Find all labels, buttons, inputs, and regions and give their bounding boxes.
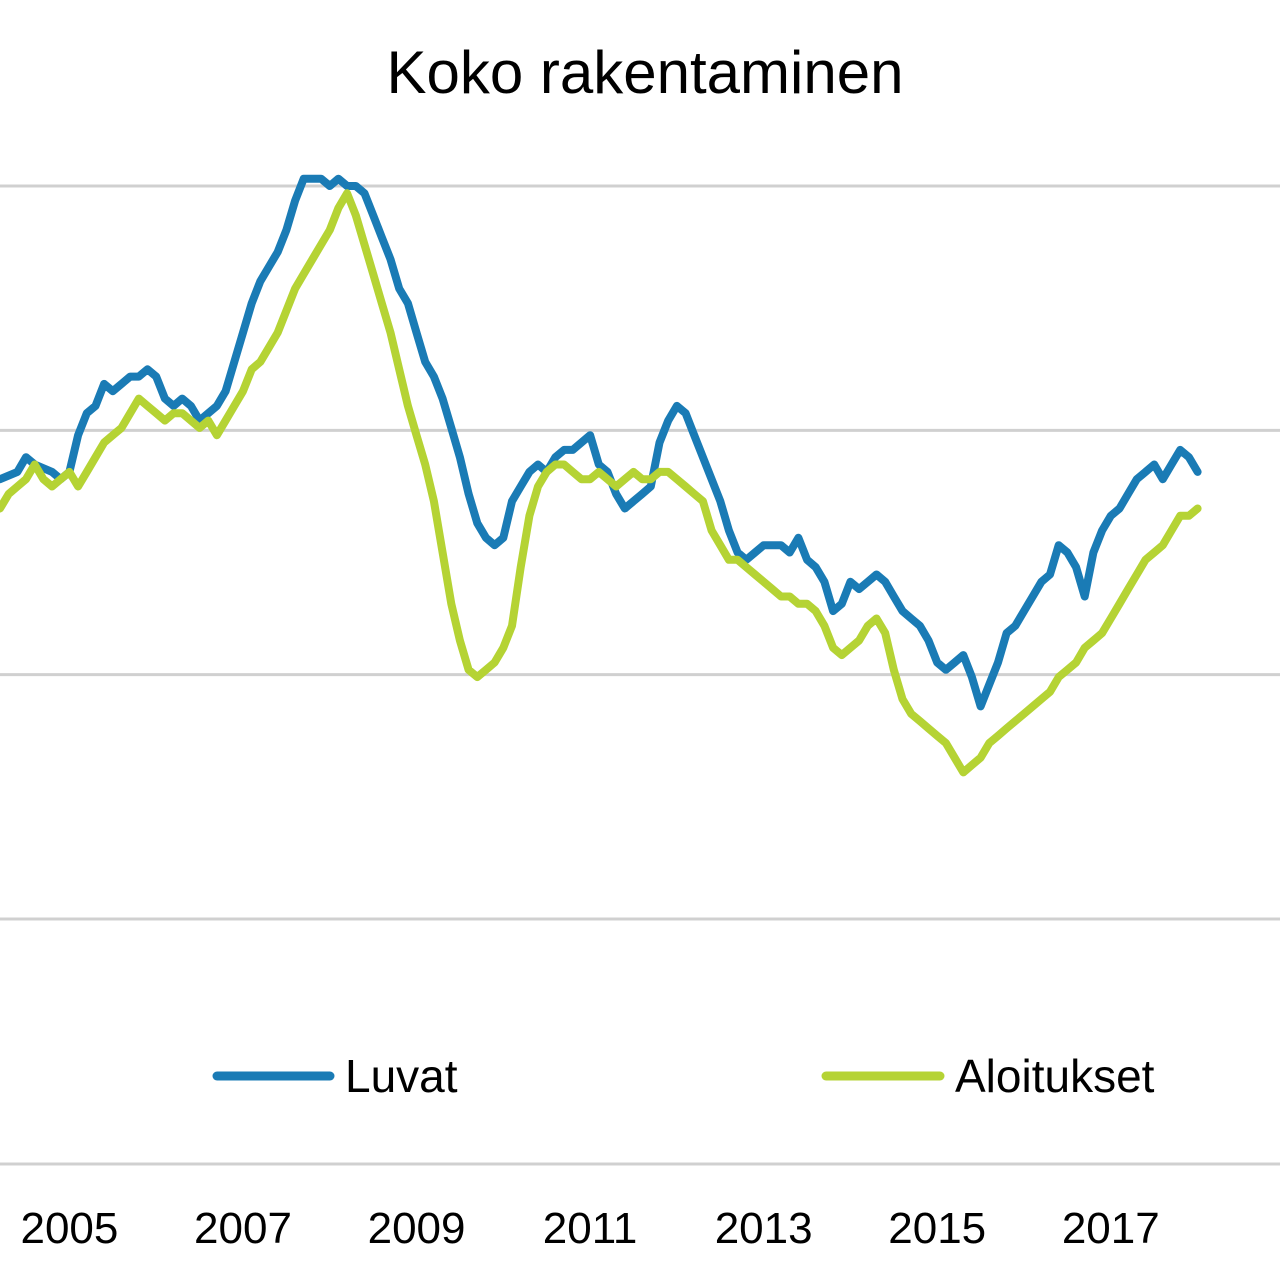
x-tick-label: 2007: [194, 1204, 292, 1253]
x-tick-label: 2011: [543, 1204, 638, 1253]
chart-title: Koko rakentaminen: [387, 39, 904, 106]
series-line-aloitukset: [0, 189, 1202, 777]
gridlines: [0, 184, 1280, 1166]
x-axis-tick-labels: 2005 2007 2009 2011 2013 2015 2017: [20, 1204, 1159, 1253]
series-layer: [0, 174, 1202, 777]
legend-label-luvat: Luvat: [345, 1050, 458, 1102]
x-tick-label: 2009: [368, 1204, 466, 1253]
x-tick-label: 2013: [715, 1204, 813, 1253]
legend: Luvat Aloitukset: [212, 1050, 1155, 1102]
series-line-luvat: [0, 174, 1202, 711]
x-tick-label: 2015: [888, 1204, 986, 1253]
x-tick-label: 2005: [20, 1204, 118, 1253]
x-tick-label: 2017: [1062, 1204, 1160, 1253]
legend-label-aloitukset: Aloitukset: [955, 1050, 1155, 1102]
